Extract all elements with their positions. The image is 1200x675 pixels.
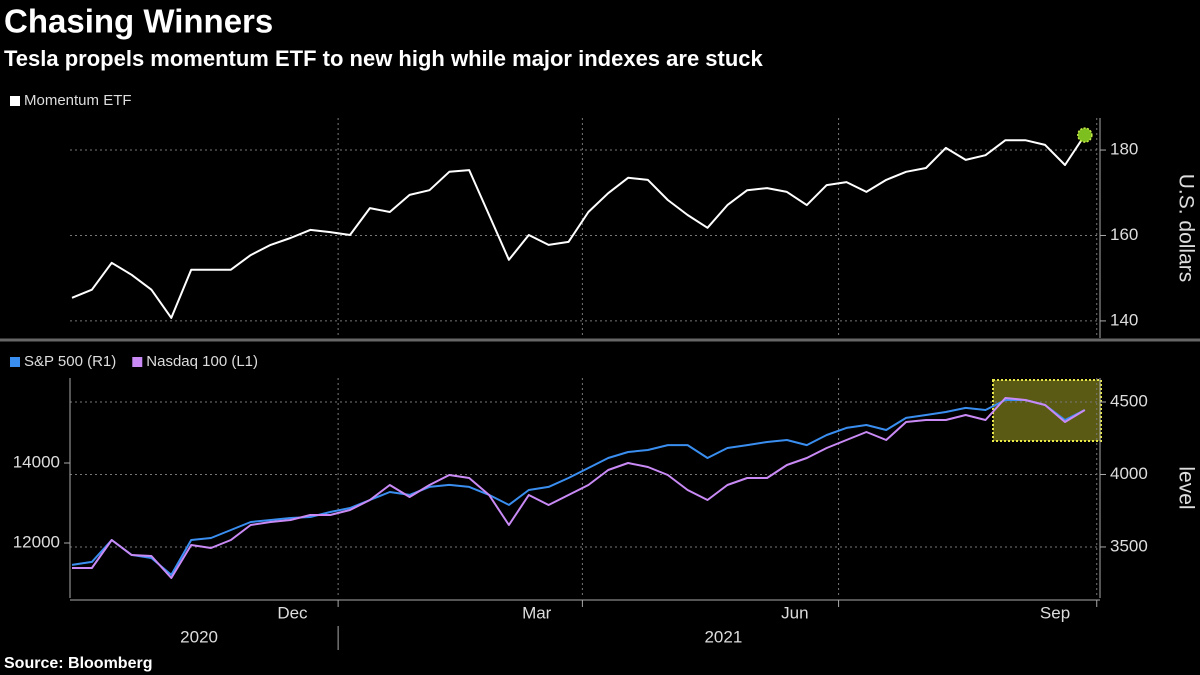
x-tick-label: Dec [277, 603, 308, 622]
x-tick-label: Mar [522, 603, 552, 622]
legend-swatch [132, 357, 143, 367]
y2-tick-label: 3500 [1110, 536, 1148, 555]
x-year-label: 2020 [180, 627, 218, 646]
y2-tick-label: 4000 [1110, 464, 1148, 483]
x-year-label: 2021 [704, 627, 742, 646]
source: Source: Bloomberg [4, 655, 152, 672]
x-tick-label: Sep [1040, 603, 1070, 622]
chart-subtitle: Tesla propels momentum ETF to new high w… [4, 46, 764, 71]
last-point-marker [1077, 127, 1093, 143]
legend-label: Nasdaq 100 (L1) [146, 353, 258, 370]
y-tick-label: 14000 [13, 452, 60, 471]
y2-tick-label: 4500 [1110, 391, 1148, 410]
series-line [71, 399, 1086, 576]
legend-swatch [10, 96, 20, 106]
y-tick-label: 12000 [13, 532, 60, 551]
series-line [71, 134, 1086, 319]
x-tick-label: Jun [781, 603, 808, 622]
y-tick-label: 160 [1110, 225, 1138, 244]
axis-title: U.S. dollars [1174, 174, 1197, 283]
chart-title: Chasing Winners [4, 3, 273, 40]
legend-label: Momentum ETF [24, 92, 132, 109]
legend-swatch [10, 357, 20, 367]
y-tick-label: 140 [1110, 310, 1138, 329]
axis-title: level [1174, 466, 1197, 509]
y-tick-label: 180 [1110, 140, 1138, 159]
series-line [72, 397, 1086, 579]
legend-label: S&P 500 (R1) [24, 353, 116, 370]
